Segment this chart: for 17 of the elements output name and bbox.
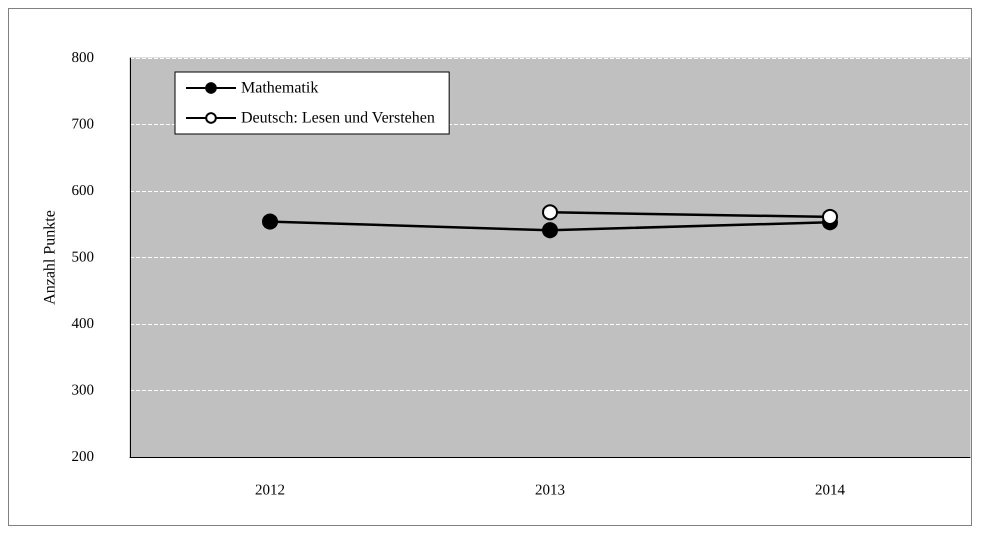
legend-label: Mathematik	[241, 80, 318, 96]
y-tick-label: 400	[72, 316, 94, 332]
point	[262, 214, 278, 230]
y-tick-label: 800	[72, 50, 94, 66]
legend-label: Deutsch: Lesen und Verstehen	[241, 110, 435, 126]
y-tick-label: 700	[72, 116, 94, 132]
x-tick-label: 2014	[815, 482, 846, 498]
x-tick-label: 2012	[255, 482, 285, 498]
x-tick-label: 2013	[535, 482, 565, 498]
point	[542, 204, 558, 220]
y-tick-label: 500	[72, 250, 94, 266]
point	[542, 222, 558, 238]
y-tick-label: 200	[72, 449, 94, 465]
point	[822, 208, 838, 225]
y-axis-title: Anzahl Punkte	[42, 210, 58, 305]
y-tick-label: 300	[72, 382, 94, 398]
y-tick-label: 600	[72, 183, 94, 199]
